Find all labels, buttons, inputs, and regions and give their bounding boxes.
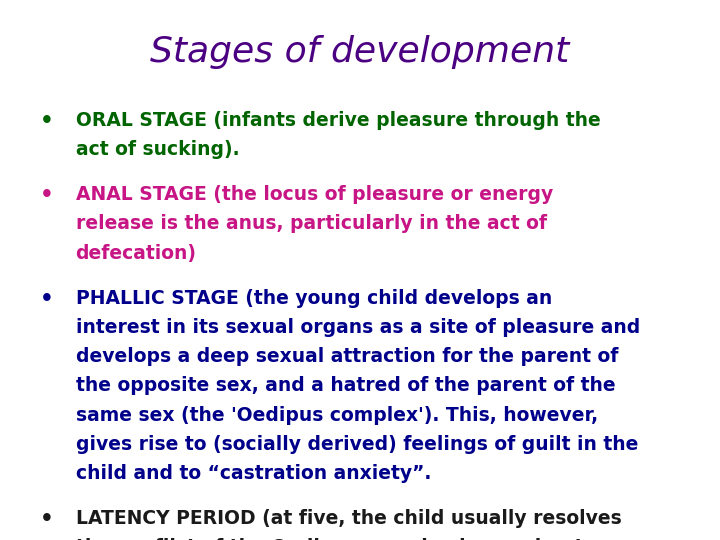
Text: interest in its sexual organs as a site of pleasure and: interest in its sexual organs as a site … bbox=[76, 318, 640, 337]
Text: •: • bbox=[40, 185, 53, 205]
Text: •: • bbox=[40, 111, 53, 131]
Text: child and to “castration anxiety”.: child and to “castration anxiety”. bbox=[76, 464, 431, 483]
Text: release is the anus, particularly in the act of: release is the anus, particularly in the… bbox=[76, 214, 546, 233]
Text: defecation): defecation) bbox=[76, 244, 197, 262]
Text: gives rise to (socially derived) feelings of guilt in the: gives rise to (socially derived) feeling… bbox=[76, 435, 638, 454]
Text: LATENCY PERIOD (at five, the child usually resolves: LATENCY PERIOD (at five, the child usual… bbox=[76, 509, 621, 528]
Text: •: • bbox=[40, 509, 53, 529]
Text: act of sucking).: act of sucking). bbox=[76, 140, 239, 159]
Text: •: • bbox=[40, 289, 53, 309]
Text: the conflict of the Oedipus complex by coming to: the conflict of the Oedipus complex by c… bbox=[76, 538, 596, 540]
Text: Stages of development: Stages of development bbox=[150, 35, 570, 69]
Text: PHALLIC STAGE (the young child develops an: PHALLIC STAGE (the young child develops … bbox=[76, 289, 552, 308]
Text: develops a deep sexual attraction for the parent of: develops a deep sexual attraction for th… bbox=[76, 347, 618, 366]
Text: the opposite sex, and a hatred of the parent of the: the opposite sex, and a hatred of the pa… bbox=[76, 376, 615, 395]
Text: same sex (the 'Oedipus complex'). This, however,: same sex (the 'Oedipus complex'). This, … bbox=[76, 406, 598, 424]
Text: ANAL STAGE (the locus of pleasure or energy: ANAL STAGE (the locus of pleasure or ene… bbox=[76, 185, 553, 204]
Text: ORAL STAGE (infants derive pleasure through the: ORAL STAGE (infants derive pleasure thro… bbox=[76, 111, 600, 130]
